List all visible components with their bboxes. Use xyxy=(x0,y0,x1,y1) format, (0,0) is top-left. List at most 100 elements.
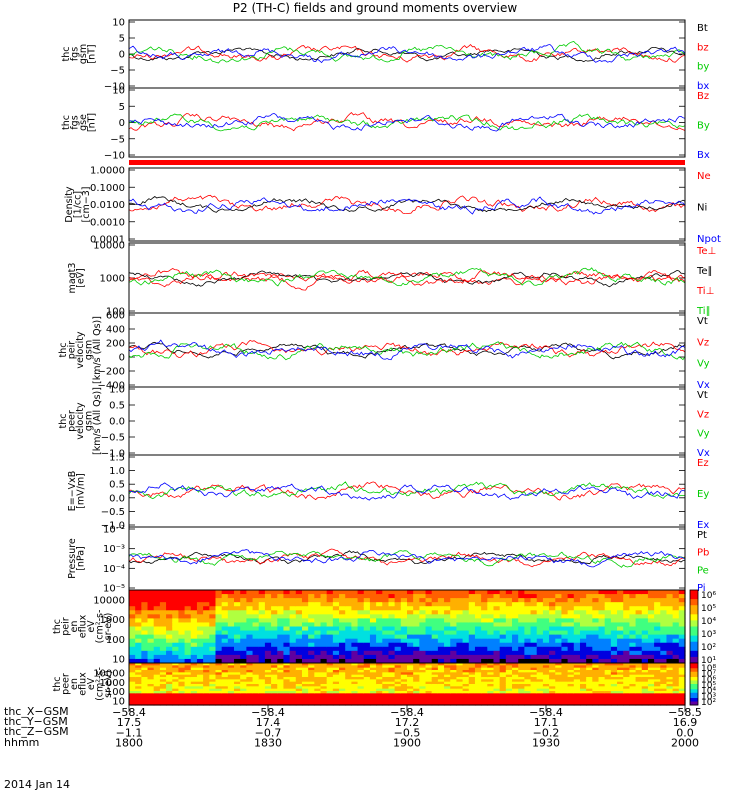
panel-density-ytick-4: 0.0001 xyxy=(90,235,125,246)
panel-peir_spec-cbtick-3: 10³ xyxy=(701,630,716,640)
panel-temperature-ylabel-0: magt3 xyxy=(67,263,78,294)
panel-peir_spec-ylabel-4: eV xyxy=(86,620,97,633)
panel-peir_spec-ylabel-3: eflux xyxy=(78,614,89,638)
panel-peer_velocity-ylabel-2: velocity xyxy=(75,402,86,440)
panel-pressure-ytick-2: 10⁻⁴ xyxy=(103,564,125,575)
panel-peir_velocity-trace-Vz xyxy=(128,339,686,358)
panel-temperature-trace-Ti∥ xyxy=(128,267,686,287)
panel-peir_spec-cbtick-0: 10⁶ xyxy=(701,591,716,601)
panel-density-ytick-3: 0.0010 xyxy=(90,217,125,228)
panel-peir_velocity-ylabel-1: peir xyxy=(67,341,78,360)
ephem-row0-value-1: −58.4 xyxy=(251,706,285,719)
panel-peir_velocity-ytick-2: 200 xyxy=(106,339,125,350)
ephem-row3-value-3: 1930 xyxy=(532,737,560,750)
panel-fgs_gse-legend-1: By xyxy=(697,121,710,132)
panel-fgs_gsm-trace-bx xyxy=(128,44,686,64)
panel-peir_spec-cbtick-2: 10⁴ xyxy=(701,617,716,627)
panel-temperature-trace-Te⊥ xyxy=(128,268,686,286)
panel-peer_spec-ylabel-1: peer xyxy=(61,673,72,695)
ephem-row2-value-2: −0.5 xyxy=(394,726,421,739)
panel-peer_spec-ylabel-0: thc xyxy=(52,677,63,692)
ephem-row2-value-1: −0.7 xyxy=(255,726,282,739)
ephem-row1-value-1: 17.4 xyxy=(256,716,281,729)
panel-efield-legend-0: Ez xyxy=(697,458,709,469)
panel-peer_spec-colorbar xyxy=(690,663,698,706)
panel-fgs_gsm-trace-bz xyxy=(128,44,686,63)
panel-peir_spec-ylabel-1: peir xyxy=(61,617,72,636)
panel-peer_spec-ytick-1: 1000 xyxy=(100,678,125,689)
panel-peer_spec-cbtick-3: 10⁵ xyxy=(701,681,716,691)
panel-fgs_gse-trace-Bx xyxy=(128,112,686,132)
panel-density-legend-2: Npot xyxy=(697,234,721,245)
panel-fgs_gsm-ytick-0: 10 xyxy=(112,18,125,29)
panel-fgs_gsm-trace-by xyxy=(128,41,686,64)
panel-peer_velocity-ytick-1: 0.5 xyxy=(109,401,125,412)
ephem-row0-value-3: −58.4 xyxy=(529,706,563,719)
date-label: 2014 Jan 14 xyxy=(4,778,70,791)
panel-peir_velocity-legend-1: Vz xyxy=(697,337,709,348)
ephem-row0-value-2: −58.4 xyxy=(390,706,424,719)
panel-peir_spec-ytick-0: 10000 xyxy=(93,596,125,607)
panel-peer_velocity-ytick-0: 1.0 xyxy=(109,385,125,396)
panel-peir_velocity-ylabel-0: thc xyxy=(58,343,69,358)
panel-peer_velocity-ytick-4: −1.0 xyxy=(101,449,125,460)
ephem-row2-value-4: 0.0 xyxy=(676,726,694,739)
panel-peer_spec-cbtick-2: 10⁶ xyxy=(701,675,716,685)
ephemeris-labels: thc_X−GSM thc_Y−GSM thc_Z−GSM hhmm xyxy=(4,706,69,748)
panel-peer_spec-ylabel-2: en xyxy=(69,678,80,690)
panel-peir_velocity-ylabel-4: [km/s (All Qs)] xyxy=(92,316,103,384)
panel-fgs_gse-ylabel-0: thc xyxy=(61,115,72,130)
panel-peir_spec-ytick-3: 10 xyxy=(112,655,125,666)
panel-peir_velocity-ylabel-3: gsm xyxy=(84,340,95,360)
panel-peir_spec-ylabel-2: en xyxy=(69,621,80,633)
panel-peir_velocity-ytick-0: 600 xyxy=(106,311,125,322)
panel-peir_velocity-ylabel-2: velocity xyxy=(75,331,86,369)
ephem-row3-value-0: 1800 xyxy=(115,737,143,750)
panel-fgs_gsm-trace-Bt xyxy=(128,47,686,63)
panel-peir_spec-cbtick-1: 10⁵ xyxy=(701,604,716,614)
ephem-y-label: thc_Y−GSM xyxy=(4,715,68,729)
panel-fgs_gsm-ytick-2: 0 xyxy=(119,50,125,61)
panel-peer_spec-cbtick-5: 10³ xyxy=(701,692,716,702)
panel-fgs_gsm-ylabel-1: fgs xyxy=(70,47,81,61)
panel-temperature-ytick-0: 10000 xyxy=(93,241,125,252)
panel-peir_spec-ylabel-6: sr-eV) xyxy=(103,613,114,641)
panel-peir_spec-ytick-1: 1000 xyxy=(100,615,125,626)
panel-temperature-ytick-1: 1000 xyxy=(100,274,125,285)
panel-peir_velocity-legend-0: Vt xyxy=(697,316,708,327)
ephem-row0-value-4: −58.5 xyxy=(668,706,702,719)
panel-peir_velocity-trace-Vx xyxy=(128,339,686,361)
panel-peer_spec-ytick-3: 10 xyxy=(112,697,125,708)
panel-peer_spec-ylabel-3: eflux xyxy=(78,672,89,696)
panel-efield-ytick-3: 0.0 xyxy=(109,493,125,504)
ephem-row1-value-2: 17.2 xyxy=(395,716,420,729)
panel-peer_spec-cbtick-6: 10² xyxy=(701,698,716,708)
panel-peer_velocity-ytick-2: 0.0 xyxy=(109,417,125,428)
panel-fgs_gsm-legend-2: by xyxy=(697,62,709,73)
panel-fgs_gsm-ytick-1: 5 xyxy=(119,34,125,45)
panel-peer_spec-cbtick-4: 10⁴ xyxy=(701,687,716,697)
panel-fgs_gse-ytick-3: −5 xyxy=(110,134,125,145)
panel-peir_spec-ytick-2: 100 xyxy=(106,635,125,646)
panel-fgs_gse-ylabel-2: gse xyxy=(78,114,89,131)
panel-peer_velocity-legend-1: Vz xyxy=(697,409,709,420)
panel-temperature-trace-Te∥ xyxy=(128,269,686,288)
panel-fgs_gse-ytick-4: −10 xyxy=(104,151,125,162)
panel-peer_spec-ylabel-6: sr-eV) xyxy=(103,670,114,698)
ephem-row2-value-0: −1.1 xyxy=(116,726,143,739)
panel-temperature-legend-0: Te⊥ xyxy=(696,246,716,257)
panel-peir_velocity-trace-Vy xyxy=(128,341,686,361)
quality-flag-bar xyxy=(129,160,685,165)
panel-peer_spec-ytick-0: 10000 xyxy=(93,669,125,680)
panel-efield-ytick-5: −1.0 xyxy=(101,521,125,532)
ephem-z-label: thc_Z−GSM xyxy=(4,725,69,739)
panel-efield-ytick-4: −0.5 xyxy=(101,507,125,518)
panel-density-legend-1: Ni xyxy=(697,203,707,214)
panel-peir_velocity-ytick-1: 400 xyxy=(106,325,125,336)
panel-density-legend-0: Ne xyxy=(697,171,711,182)
panel-density-trace-Ni xyxy=(128,196,686,213)
panel-fgs_gse-ytick-2: 0 xyxy=(119,118,125,129)
panel-fgs_gse-legend-2: Bx xyxy=(697,150,710,161)
panel-efield-ytick-1: 1.0 xyxy=(109,466,125,477)
